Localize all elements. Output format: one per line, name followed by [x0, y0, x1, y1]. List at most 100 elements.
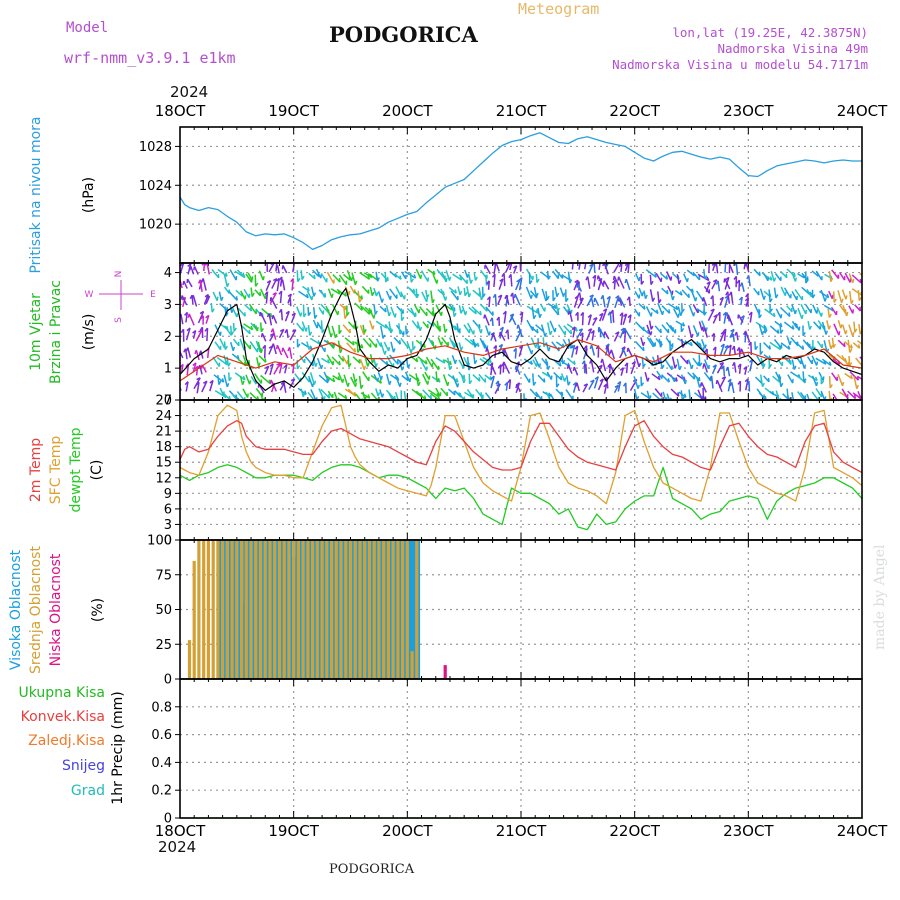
wind-barb [403, 391, 407, 400]
wind-barb [529, 388, 539, 398]
wind-barb-head [615, 331, 620, 335]
wind-barb-head [725, 366, 729, 372]
wind-barb [546, 322, 552, 335]
wind-barb [620, 263, 623, 272]
wind-barb [435, 387, 441, 397]
wind-barb [722, 365, 726, 377]
wind-barb-head [626, 296, 631, 301]
wind-barb [687, 359, 693, 369]
temp-2m-line [179, 420, 863, 474]
wind-barb-head [569, 279, 573, 284]
wind-barb-head [684, 379, 687, 385]
wind-barb [552, 270, 560, 280]
wind-barb [820, 390, 826, 400]
wind-barb [847, 339, 851, 353]
wind-barb-head [307, 311, 312, 316]
wind-barb-head [724, 344, 729, 349]
wind-barb [853, 321, 856, 333]
wind-barb-head [587, 328, 592, 332]
wind-barb-head [199, 326, 204, 331]
wind-barb [200, 350, 204, 359]
wind-barb [687, 371, 696, 380]
wind-barb [270, 297, 278, 309]
wind-barb-head [598, 259, 601, 262]
wind-barb-head [854, 328, 858, 333]
wind-barb-head [306, 293, 309, 298]
wind-barb [260, 393, 264, 400]
wind-barb [493, 274, 496, 287]
wind-barb-head [706, 276, 710, 281]
cloud-bar-mid [410, 651, 414, 679]
wind-barb-head [393, 395, 396, 400]
wind-barb [250, 287, 253, 297]
wind-barb-head [491, 273, 496, 278]
wind-barbs [180, 259, 862, 400]
wind-barb [833, 323, 840, 336]
wind-barb [218, 291, 223, 301]
wind-barb-head [575, 327, 578, 332]
wind-barb-head [403, 295, 406, 300]
wind-barb-head [674, 364, 678, 369]
wind-barb [359, 271, 370, 280]
cloud-bar-mid [330, 540, 334, 679]
wind-barb-head [409, 377, 412, 382]
wind-barb [583, 263, 587, 270]
wind-barb [717, 280, 721, 292]
wind-barb-head [301, 275, 305, 280]
wind-barb-head [449, 365, 453, 371]
wind-barb [202, 278, 207, 291]
wind-barb [503, 273, 506, 287]
wind-barb-head [620, 327, 625, 332]
wind-barb-head [585, 276, 589, 281]
temperature-ytick-label: 24 [155, 409, 172, 424]
wind-barb-head [498, 331, 501, 337]
pressure-ytick-label: 1024 [139, 179, 172, 194]
wind-barb [605, 376, 609, 389]
wind-barb [545, 342, 550, 352]
wind-barb [806, 356, 813, 365]
wind-barb [735, 263, 739, 275]
wind-barb-head [233, 327, 237, 332]
wind-barb-head [700, 382, 703, 387]
wind-barb [280, 309, 284, 321]
wind-barb-head [184, 311, 188, 316]
wind-barb [602, 295, 606, 308]
wind-barb [288, 378, 296, 389]
wind-barb [819, 290, 830, 299]
wind-barb [806, 393, 810, 400]
wind-barb-head [556, 292, 560, 298]
wind-barb [531, 306, 535, 319]
wind-barb-head [264, 291, 269, 296]
wind-barb-head [598, 364, 603, 368]
wind-barb [415, 390, 427, 400]
wind-barb [231, 393, 238, 400]
wind-barb-head [189, 266, 192, 271]
wind-barb-head [218, 380, 222, 385]
wind-barb-head [375, 363, 379, 368]
pressure-line [179, 132, 862, 251]
wind-barb-head [780, 382, 784, 388]
wind-barb-head [536, 278, 540, 283]
wind-barb [301, 371, 311, 383]
wind-barb [811, 270, 819, 277]
wind-barb [859, 272, 862, 277]
wind-barb-head [444, 328, 448, 333]
wind-barb [597, 275, 605, 287]
wind-barb-head [748, 341, 752, 346]
wind-barb [826, 320, 830, 330]
wind-barb [728, 344, 732, 357]
wind-barb-head [259, 291, 262, 296]
wind-barb-head [686, 359, 689, 364]
wind-barb [670, 388, 680, 397]
wind-barb-head [764, 329, 768, 334]
wind-barb [458, 359, 465, 369]
wind-barb-head [621, 348, 624, 353]
wind-barb-head [242, 272, 245, 277]
wind-barb-head [269, 297, 272, 302]
wind-barb-head [381, 393, 385, 398]
wind-barb-head [722, 328, 727, 333]
wind-barb [472, 374, 481, 382]
wind-barb [447, 373, 459, 383]
wind-barb-head [505, 329, 509, 334]
wind-barb [802, 371, 805, 383]
